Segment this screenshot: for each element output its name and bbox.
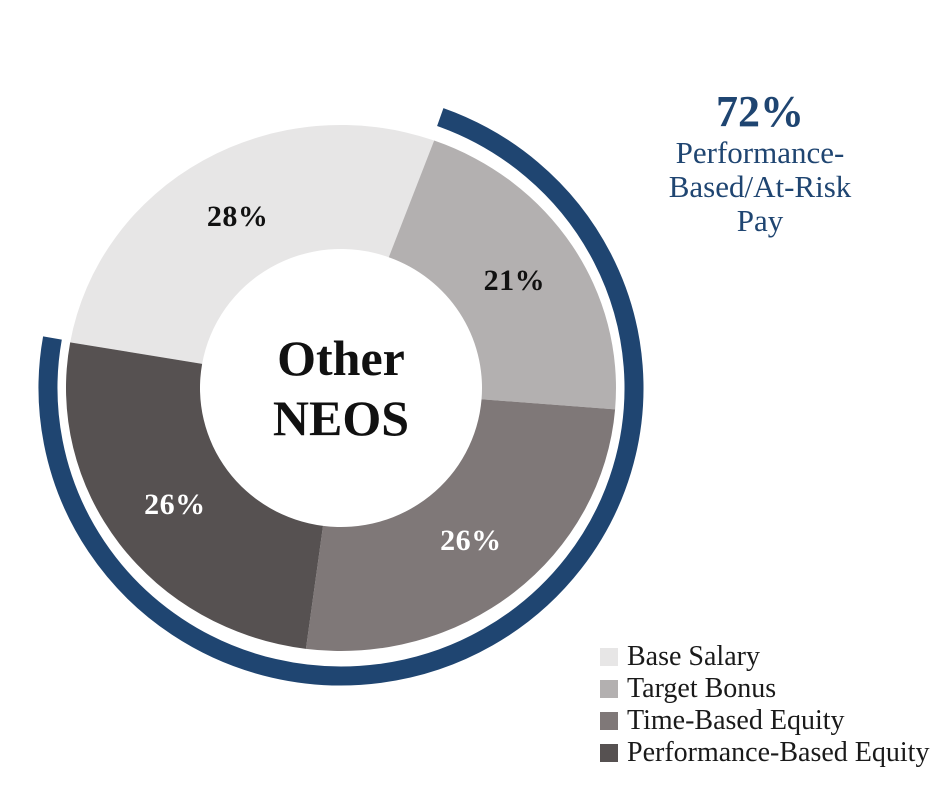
donut-center-label: Other NEOS bbox=[272, 330, 410, 446]
donut-slice-base-salary bbox=[70, 124, 435, 364]
at-risk-arc bbox=[38, 108, 644, 686]
legend-item: Target Bonus bbox=[600, 673, 929, 705]
at-risk-annotation: 72% Performance- Based/At-Risk Pay bbox=[635, 88, 885, 238]
legend-swatch bbox=[600, 680, 618, 698]
legend-label: Base Salary bbox=[627, 641, 760, 672]
at-risk-label: Performance- Based/At-Risk Pay bbox=[668, 135, 852, 238]
donut-slice-time-based-equity bbox=[305, 399, 616, 651]
at-risk-percentage: 72% bbox=[716, 87, 804, 136]
donut-slice-target-bonus bbox=[388, 140, 616, 410]
legend-label: Target Bonus bbox=[627, 673, 777, 704]
legend-swatch bbox=[600, 744, 618, 762]
legend-swatch bbox=[600, 712, 618, 730]
legend-item: Performance-Based Equity bbox=[600, 737, 929, 769]
donut-slice-performance-based-equity bbox=[66, 342, 324, 649]
legend-item: Time-Based Equity bbox=[600, 705, 929, 737]
legend-swatch bbox=[600, 648, 618, 666]
legend-label: Time-Based Equity bbox=[627, 705, 845, 736]
legend-label: Performance-Based Equity bbox=[627, 737, 930, 768]
legend: Base Salary Target Bonus Time-Based Equity… bbox=[600, 641, 929, 769]
legend-item: Base Salary bbox=[600, 641, 929, 673]
